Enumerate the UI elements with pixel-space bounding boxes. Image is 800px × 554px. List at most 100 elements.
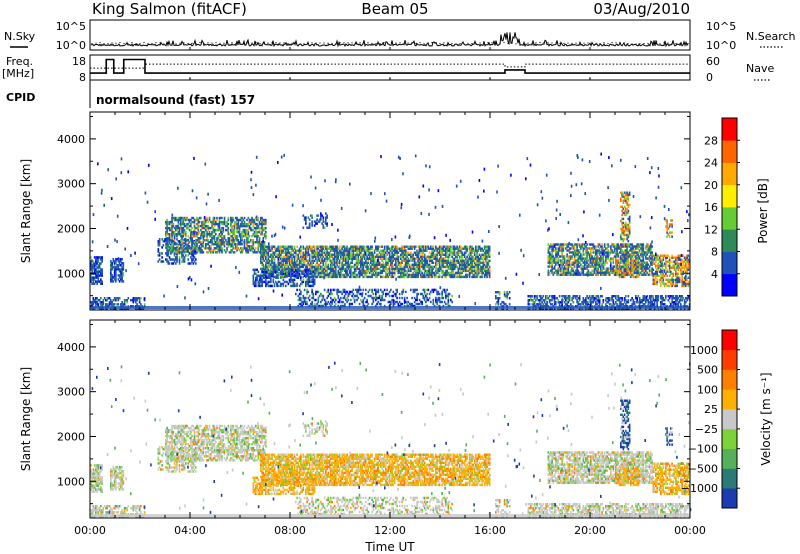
range-cell: [301, 259, 303, 263]
range-cell: [120, 303, 122, 306]
range-cell: [183, 233, 186, 236]
range-cell: [335, 298, 337, 302]
range-cell: [261, 230, 263, 234]
range-cell: [268, 245, 271, 248]
range-cell: [288, 257, 291, 261]
range-cell: [342, 273, 345, 277]
range-cell: [336, 253, 338, 257]
range-cell: [175, 228, 177, 232]
range-cell: [270, 259, 272, 263]
range-cell: [335, 253, 337, 257]
range-cell: [230, 251, 232, 254]
range-cell: [262, 243, 265, 246]
range-cell: [350, 257, 352, 261]
range-cell: [301, 265, 303, 269]
range-cell: [463, 253, 466, 257]
range-cell: [243, 222, 246, 226]
range-cell: [306, 267, 308, 271]
range-cell: [426, 292, 428, 296]
range-cell: [260, 245, 262, 248]
range-cell: [238, 241, 241, 244]
range-cell: [231, 239, 233, 242]
range-cell: [90, 301, 92, 304]
range-cell: [283, 265, 286, 269]
range-cell: [182, 254, 185, 257]
range-cell: [320, 265, 322, 269]
range-cell: [91, 278, 93, 281]
range-cell: [255, 222, 257, 226]
range-cell: [267, 268, 270, 272]
range-cell: [191, 258, 193, 261]
range-cell: [190, 249, 192, 252]
range-cell: [236, 235, 238, 238]
range-cell: [333, 263, 336, 267]
range-cell: [240, 218, 242, 222]
range-cell: [306, 263, 308, 267]
range-cell: [273, 253, 276, 257]
nsearch-point: [563, 42, 565, 44]
range-cell: [318, 269, 321, 273]
range-cell: [120, 268, 122, 271]
range-cell: [161, 238, 163, 241]
range-cell: [227, 241, 230, 244]
range-cell: [256, 251, 258, 254]
range-cell: [140, 303, 142, 306]
range-cell: [261, 245, 263, 248]
range-cell: [113, 274, 116, 277]
range-cell: [223, 245, 226, 248]
range-cell: [290, 267, 292, 271]
range-cell: [277, 271, 280, 275]
range-cell: [328, 259, 331, 263]
range-cell: [158, 252, 161, 255]
range-cell: [315, 251, 317, 254]
range-cell: [450, 245, 452, 248]
range-cell: [213, 237, 216, 240]
nsearch-point: [423, 43, 425, 45]
range-cell: [101, 280, 103, 283]
range-cell: [110, 301, 112, 304]
range-cell: [255, 226, 257, 230]
range-cell: [325, 261, 327, 265]
range-cell: [91, 282, 93, 285]
range-cell: [176, 228, 178, 232]
nsearch-point: [515, 43, 517, 45]
range-cell: [172, 240, 175, 243]
range-cell: [121, 272, 123, 275]
range-cell: [90, 264, 92, 267]
range-cell: [342, 245, 345, 248]
range-cell: [181, 260, 183, 263]
range-cell: [316, 269, 318, 273]
range-cell: [342, 251, 345, 254]
range-cell: [311, 249, 313, 252]
range-cell: [571, 257, 573, 260]
range-cell: [183, 218, 186, 222]
range-cell: [273, 251, 276, 254]
range-cell: [207, 251, 210, 254]
range-cell: [318, 255, 321, 259]
range-cell: [158, 238, 161, 241]
range-cell: [247, 235, 250, 238]
range-cell: [466, 245, 468, 248]
nsearch-point: [335, 42, 337, 45]
nsearch-point: [99, 41, 101, 44]
date-title: 03/Aug/2010: [593, 0, 690, 18]
range-cell: [256, 237, 258, 240]
range-cell: [206, 239, 208, 242]
range-cell: [192, 251, 195, 254]
range-cell: [207, 243, 210, 246]
range-cell: [262, 222, 265, 226]
range-cell: [172, 258, 175, 261]
range-cell: [305, 247, 307, 250]
range-cell: [247, 216, 250, 220]
range-cell: [187, 226, 190, 230]
range-cell: [237, 243, 240, 246]
range-cell: [246, 249, 248, 252]
range-cell: [240, 251, 242, 254]
range-cell: [187, 245, 190, 248]
range-cell: [328, 275, 331, 279]
range-cell: [185, 224, 187, 228]
nave-label: Nave: [746, 62, 774, 75]
range-cell: [273, 267, 276, 271]
range-cell: [182, 256, 185, 259]
range-cell: [283, 251, 286, 254]
